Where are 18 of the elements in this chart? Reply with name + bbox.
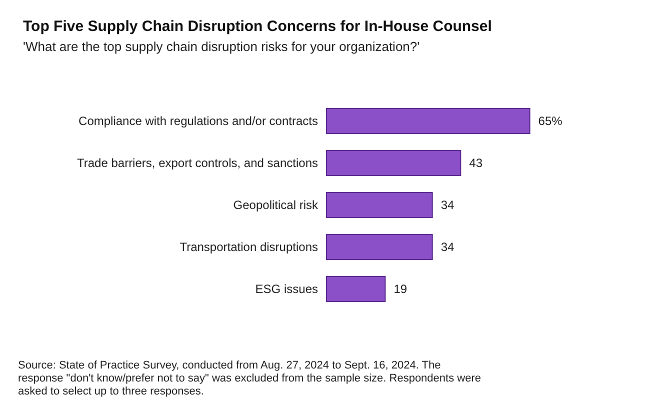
data-label: 19: [394, 282, 408, 296]
y-tick-label: Transportation disruptions: [180, 240, 318, 254]
y-tick-label: ESG issues: [255, 282, 318, 296]
bar: [326, 276, 386, 302]
y-tick-label: Geopolitical risk: [233, 198, 319, 212]
source-note: Source: State of Practice Survey, conducted from Aug. 27, 2024 to Sept. 16, 2024. The response "don't know/prefer not to say" was excluded from the sample size. Respondents were asked to select up to three responses.: [18, 360, 484, 398]
bar: [326, 108, 530, 134]
data-label: 34: [440, 198, 455, 212]
bar: [326, 234, 433, 260]
data-label: 65%: [538, 114, 563, 128]
text: 'What are the top supply chain disruption risks for your organization?': [23, 39, 420, 54]
bar: [326, 192, 433, 218]
y-tick-label: Compliance with regulations and/or contracts: [78, 114, 318, 128]
y-tick-label: Trade barriers, export controls, and sanctions: [76, 156, 318, 170]
data-label: 43: [469, 156, 483, 170]
data-label: 34: [440, 240, 455, 254]
bar: [326, 150, 462, 176]
chart-title: Top Five Supply Chain Disruption Concerns for In-House Counsel: [23, 18, 492, 35]
